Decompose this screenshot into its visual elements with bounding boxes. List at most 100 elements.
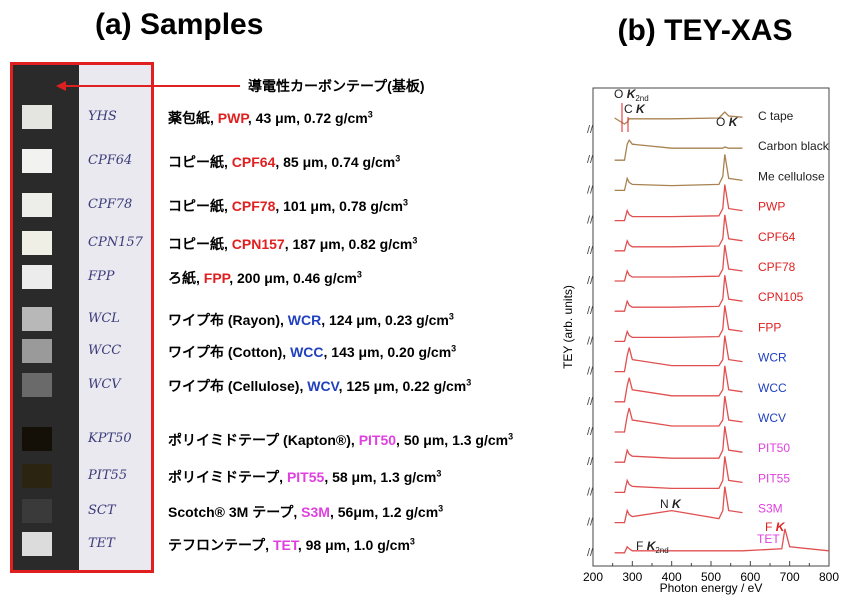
- axis-break: //: [587, 184, 594, 196]
- edge-name: K: [672, 497, 682, 511]
- series-label: PIT55: [758, 471, 790, 485]
- edge-annotation: F K: [765, 520, 786, 534]
- spectrum-line: [614, 335, 743, 373]
- edge-element: O: [614, 87, 623, 101]
- edge-annotation: F K2nd: [636, 539, 669, 555]
- sample-prefix: ろ紙,: [168, 270, 204, 286]
- sample-tag: WCV: [88, 377, 121, 392]
- x-tick-label: 600: [740, 570, 760, 584]
- spectrum-line: [614, 111, 743, 125]
- sample-prefix: ポリイミドテープ (Kapton®),: [168, 432, 359, 448]
- sample-code: TET: [272, 537, 298, 553]
- spectrum-line: [614, 275, 743, 312]
- sample-suffix: , 124 μm, 0.23 g/cm: [321, 312, 449, 328]
- spectrum-line: [614, 244, 743, 282]
- x-tick-label: 500: [701, 570, 721, 584]
- sample-suffix: , 43 μm, 0.72 g/cm: [247, 110, 368, 126]
- sample-suffix: , 58 μm, 1.3 g/cm: [324, 469, 437, 485]
- series-label: Carbon black: [758, 139, 830, 153]
- sample-code: WCR: [287, 312, 322, 328]
- edge-annotation: C K: [624, 102, 646, 116]
- sample-description: ワイプ布 (Rayon), WCR, 124 μm, 0.23 g/cm3: [168, 310, 454, 330]
- sample-code: WCV: [307, 378, 339, 394]
- sample-tag: KPT50: [88, 431, 132, 446]
- sample-tag: WCL: [88, 311, 120, 326]
- sample-description: テフロンテープ, TET, 98 μm, 1.0 g/cm3: [168, 535, 415, 555]
- spectrum-line: [614, 528, 830, 554]
- x-tick-label: 400: [662, 570, 682, 584]
- sample-tag: WCC: [88, 343, 122, 358]
- sample-description: ワイプ布 (Cotton), WCC, 143 μm, 0.20 g/cm3: [168, 342, 456, 362]
- sample-swatch: [22, 193, 52, 217]
- edge-element: O: [716, 115, 725, 129]
- spectrum-line: [614, 184, 743, 222]
- series-label: PIT50: [758, 441, 790, 455]
- axis-break: //: [587, 517, 594, 529]
- sample-tag: PIT55: [88, 468, 128, 483]
- panel-a-title: (a) Samples: [95, 8, 264, 41]
- series-label: CPF64: [758, 230, 796, 244]
- sample-sup: 3: [367, 109, 373, 120]
- sample-sup: 3: [436, 468, 442, 479]
- sample-code: CPF78: [231, 198, 276, 214]
- sample-description: コピー紙, CPF64, 85 μm, 0.74 g/cm3: [168, 152, 400, 172]
- sample-swatch: [22, 231, 52, 255]
- sample-code: FPP: [203, 270, 230, 286]
- sample-description: ろ紙, FPP, 200 μm, 0.46 g/cm3: [168, 268, 362, 288]
- edge-element: N: [660, 497, 669, 511]
- edge-annotation: O K2nd: [614, 87, 649, 103]
- spectrum-line: [614, 456, 743, 494]
- sample-row: CPN157 コピー紙, CPN157, 187 μm, 0.82 g/cm3: [0, 228, 600, 258]
- edge-sub: 2nd: [655, 546, 668, 555]
- sample-code: S3M: [301, 504, 330, 520]
- sample-description: ポリイミドテープ, PIT55, 58 μm, 1.3 g/cm3: [168, 467, 441, 487]
- sample-row: YHS 薬包紙, PWP, 43 μm, 0.72 g/cm3: [0, 102, 600, 132]
- series-label: Me cellulose: [758, 169, 825, 183]
- series-label: S3M: [758, 502, 783, 516]
- edge-element: C: [624, 102, 633, 116]
- sample-tag: CPF78: [88, 197, 133, 212]
- sample-prefix: ワイプ布 (Rayon),: [168, 312, 288, 328]
- sample-row: CPF78 コピー紙, CPF78, 101 μm, 0.78 g/cm3: [0, 190, 600, 220]
- sample-code: CPF64: [231, 154, 276, 170]
- sample-row: WCV ワイプ布 (Cellulose), WCV, 125 μm, 0.22 g…: [0, 370, 600, 400]
- x-axis-label: Photon energy / eV: [660, 581, 763, 595]
- sample-suffix: , 125 μm, 0.22 g/cm: [338, 378, 467, 394]
- sample-sup: 3: [409, 536, 415, 547]
- sample-prefix: ワイプ布 (Cotton),: [168, 344, 291, 360]
- edge-name: K: [627, 87, 637, 101]
- spectrum-line: [614, 214, 743, 252]
- sample-description: ワイプ布 (Cellulose), WCV, 125 μm, 0.22 g/cm…: [168, 376, 471, 396]
- sample-prefix: ポリイミドテープ,: [168, 469, 287, 485]
- sample-suffix: , 200 μm, 0.46 g/cm: [229, 270, 357, 286]
- axis-break: //: [587, 426, 594, 438]
- axis-break: //: [587, 366, 594, 378]
- sample-sup: 3: [438, 503, 444, 514]
- sample-sup: 3: [451, 343, 457, 354]
- sample-tag: TET: [88, 536, 115, 551]
- series-label: CPF78: [758, 260, 796, 274]
- axis-break: //: [587, 245, 594, 257]
- sample-code: CPN157: [231, 236, 285, 252]
- sample-description: コピー紙, CPF78, 101 μm, 0.78 g/cm3: [168, 196, 408, 216]
- axis-break: //: [587, 486, 594, 498]
- sample-prefix: Scotch® 3M テープ,: [168, 504, 302, 520]
- sample-suffix: , 143 μm, 0.20 g/cm: [323, 344, 452, 360]
- sample-tag: FPP: [88, 269, 115, 284]
- series-label: C tape: [758, 109, 794, 123]
- sample-prefix: コピー紙,: [168, 198, 232, 214]
- sample-code: WCC: [290, 344, 324, 360]
- sample-row: SCT Scotch® 3M テープ, S3M, 56μm, 1.2 g/cm3: [0, 496, 600, 526]
- sample-swatch: [22, 339, 52, 363]
- spectrum-line: [614, 426, 743, 463]
- x-tick-label: 300: [622, 570, 642, 584]
- edge-annotation: O K: [716, 115, 739, 129]
- sample-description: コピー紙, CPN157, 187 μm, 0.82 g/cm3: [168, 234, 417, 254]
- sample-row: TET テフロンテープ, TET, 98 μm, 1.0 g/cm3: [0, 529, 600, 559]
- sample-swatch: [22, 373, 52, 397]
- sample-sup: 3: [395, 153, 401, 164]
- sample-swatch: [22, 149, 52, 173]
- edge-name: K: [636, 102, 646, 116]
- axis-break: //: [587, 215, 594, 227]
- sample-prefix: コピー紙,: [168, 236, 232, 252]
